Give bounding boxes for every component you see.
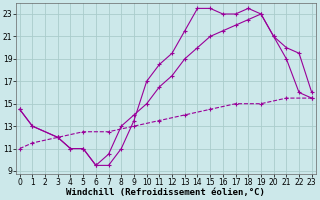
X-axis label: Windchill (Refroidissement éolien,°C): Windchill (Refroidissement éolien,°C) xyxy=(66,188,265,197)
